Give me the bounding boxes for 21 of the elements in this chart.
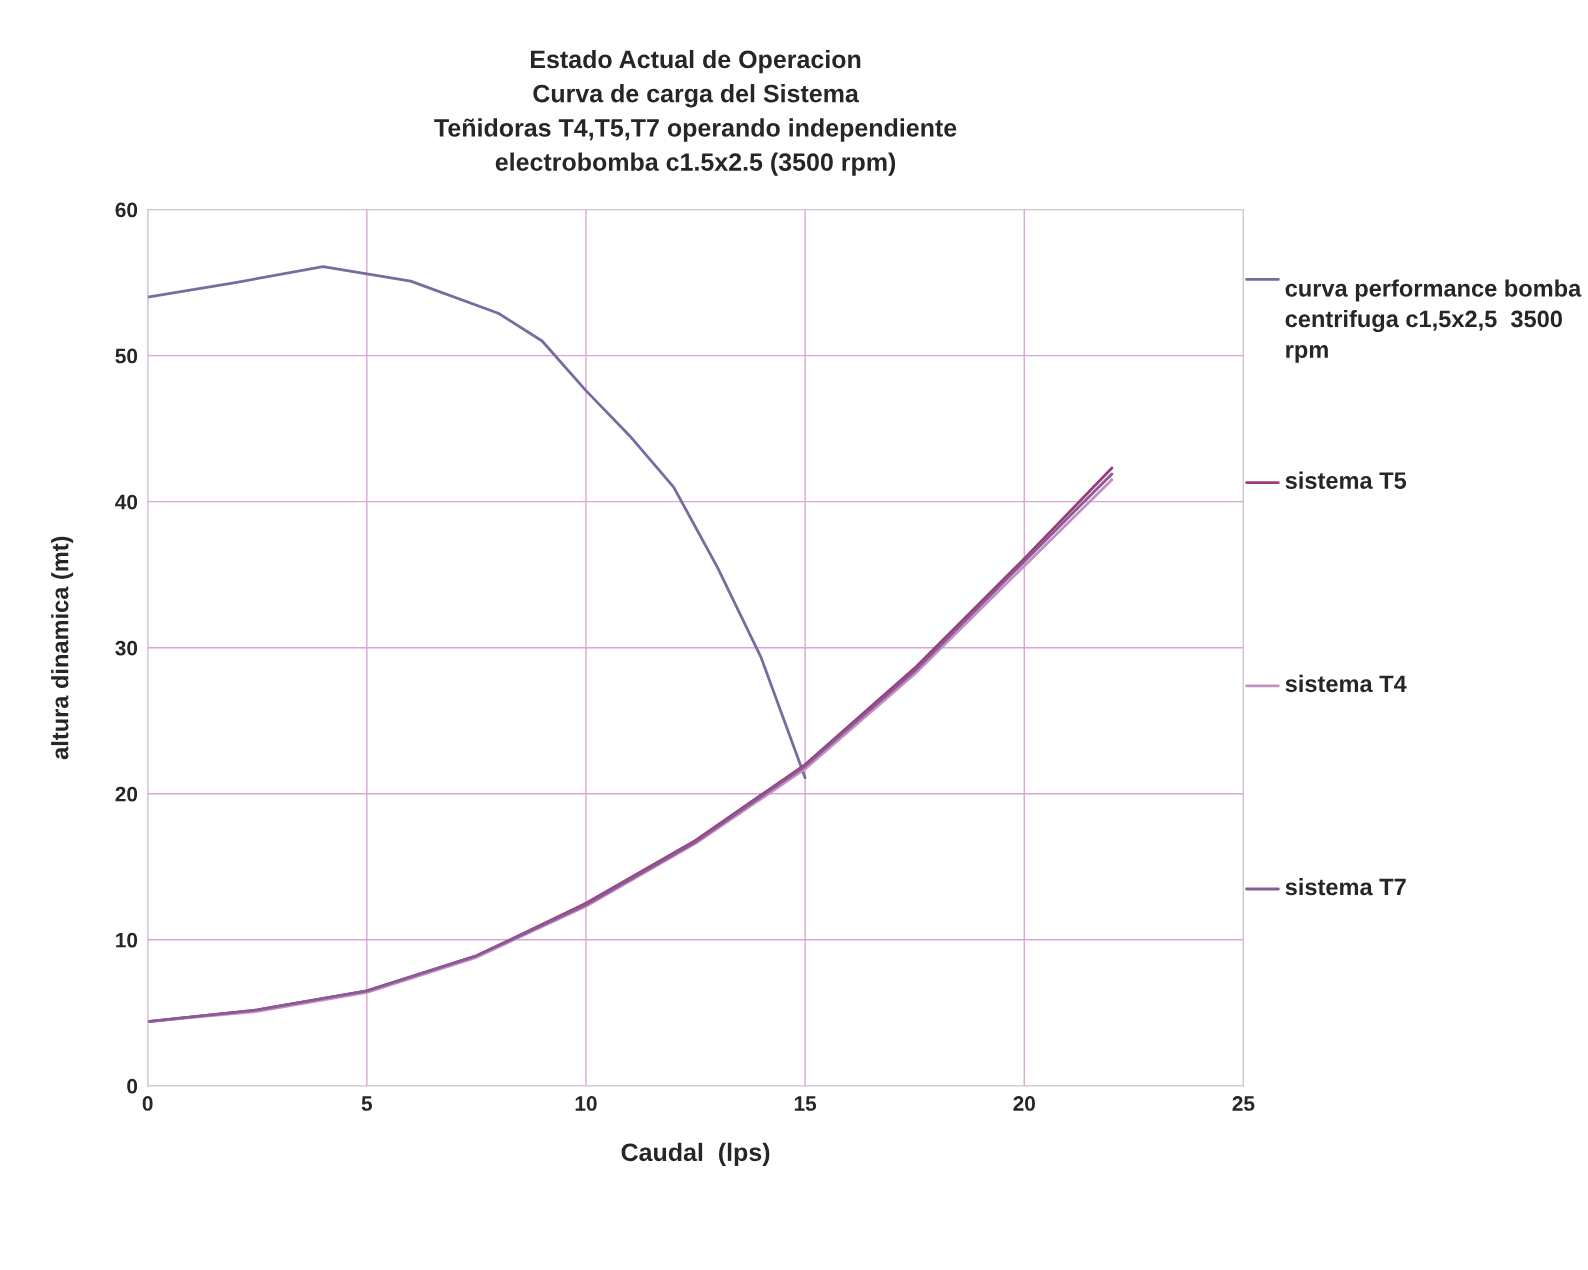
y-axis-title: altura dinamica (mt): [51, 536, 74, 760]
x-tick-label: 10: [575, 1096, 597, 1111]
legend-label: sistema T7: [1285, 877, 1406, 896]
legend-label: curva performance bomba centrifuga c1,5x2,5 3500 rpm: [1285, 279, 1582, 363]
x-tick-label: 0: [142, 1096, 153, 1111]
legend-label: sistema T4: [1285, 674, 1407, 693]
y-tick-label: 50: [115, 348, 138, 364]
x-tick-label: 5: [361, 1096, 373, 1111]
y-tick-label: 30: [115, 640, 138, 656]
y-tick-label: 40: [115, 494, 138, 510]
legend-label: sistema T5: [1285, 471, 1407, 489]
x-tick-label: 15: [794, 1096, 817, 1111]
y-tick-label: 60: [115, 202, 138, 218]
x-axis-title: Caudal (lps): [621, 1142, 770, 1167]
x-tick-label: 20: [1013, 1096, 1035, 1111]
line-series: [147, 265, 807, 780]
y-tick-label: 0: [127, 1078, 138, 1094]
chart-title: Estado Actual de Operacion Curva de carga del Sistema Teñidoras T4,T5,T7 operando independiente electrobomba c1.5x2.5 (3500 rpm): [434, 49, 957, 176]
y-tick-label: 20: [115, 786, 138, 802]
x-tick-label: 25: [1232, 1096, 1255, 1111]
y-tick-label: 10: [116, 932, 138, 948]
